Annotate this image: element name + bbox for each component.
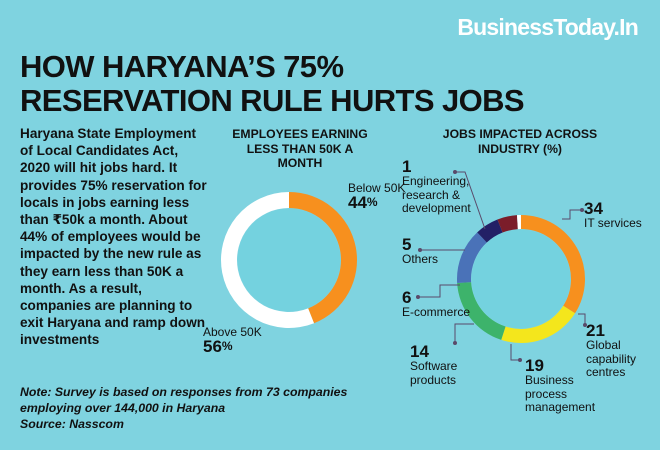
slice-label-gcc: 21 Global capability centres	[586, 322, 652, 380]
slice-label-software: 14 Software products	[410, 343, 470, 387]
slice-name-others: Others	[402, 252, 439, 266]
slice-label-above-50k-name: Above 50K	[203, 325, 262, 339]
chart-1-slice-above-50k	[220, 192, 315, 329]
leader-it-dot	[580, 208, 584, 212]
slice-value-above-50k-number: 56	[203, 336, 222, 356]
slice-name-bpm: Business process management	[525, 373, 596, 414]
leader-gcc-dot	[583, 323, 587, 327]
leader-bpm-dot	[518, 358, 522, 362]
slice-name-gcc: Global capability centres	[586, 338, 637, 379]
leader-software	[454, 323, 474, 343]
title-line-2: RESERVATION RULE HURTS JOBS	[20, 83, 525, 118]
slice-value-above-50k-suffix: %	[221, 338, 233, 353]
chart-2-slice-business-process-management	[457, 282, 506, 340]
title-line-1: HOW HARYANA’S 75%	[20, 49, 344, 84]
slice-name-ecommerce: E-commerce	[402, 305, 471, 319]
slice-value-bpm: 19	[525, 356, 544, 375]
chart-1-title: EMPLOYEES EARNING LESS THAN 50K A MONTH	[232, 127, 368, 170]
leader-others-dot	[418, 248, 422, 252]
leader-engineering-dot	[453, 170, 457, 174]
slice-value-engineering: 1	[402, 157, 412, 176]
slice-label-ecommerce: 6 E-commerce	[402, 289, 470, 320]
page-title: HOW HARYANA’S 75% RESERVATION RULE HURTS…	[20, 50, 640, 118]
slice-name-it: IT services	[584, 216, 642, 230]
footnote-line-1: Note: Survey is based on responses from …	[20, 385, 348, 399]
chart-1-slice-below-50k	[289, 192, 357, 324]
slice-value-below-50k: 44%	[348, 192, 405, 212]
slice-value-below-50k-number: 44	[348, 192, 367, 212]
leader-gcc	[578, 313, 586, 325]
slice-name-engineering: Engineering, research & development	[402, 174, 471, 215]
footnote-line-2: employing over 144,000 in Haryana	[20, 401, 226, 415]
slice-label-above-50k: Above 50K 56%	[203, 325, 262, 356]
slice-label-engineering: 1 Engineering, research & development	[402, 158, 476, 216]
leader-it	[562, 209, 582, 220]
slice-value-it: 34	[584, 199, 603, 218]
leader-ecommerce	[418, 284, 460, 298]
slice-name-software: Software products	[410, 359, 458, 387]
leader-bpm	[510, 344, 520, 361]
brand-logo: BusinessToday.In	[457, 14, 638, 40]
chart-2-center	[471, 229, 571, 329]
chart-2-slice-others	[497, 215, 518, 233]
footnote-line-source: Source: Nasscom	[20, 417, 124, 431]
slice-label-below-50k-name: Below 50K	[348, 181, 406, 195]
slice-value-below-50k-suffix: %	[366, 194, 378, 209]
slice-value-software: 14	[410, 342, 429, 361]
chart-2-slice-global-capability-centres	[501, 305, 576, 343]
slice-label-below-50k: Below 50K 44%	[348, 181, 406, 212]
leader-engineering	[455, 171, 486, 230]
slice-value-others: 5	[402, 235, 412, 254]
chart-2-title: JOBS IMPACTED ACROSS INDUSTRY (%)	[442, 127, 598, 156]
chart-2-slice-software-products	[457, 232, 487, 284]
chart-2-slice-engineering-research-development	[516, 215, 521, 230]
slice-label-bpm: 19 Business process management	[525, 357, 595, 415]
footnote: Note: Survey is based on responses from …	[20, 384, 400, 432]
leader-software-dot	[453, 341, 457, 345]
intro-text: Haryana State Employment of Local Candid…	[20, 126, 207, 348]
slice-label-it: 34 IT services	[584, 200, 654, 231]
chart-2-slice-it-services	[521, 215, 585, 314]
slice-value-ecommerce: 6	[402, 288, 412, 307]
chart-2-slice-e-commerce	[477, 219, 503, 243]
slice-value-gcc: 21	[586, 321, 605, 340]
slice-label-others: 5 Others	[402, 236, 438, 267]
chart-1-center	[237, 208, 341, 312]
slice-value-above-50k: 56%	[203, 336, 262, 356]
leader-ecommerce-dot	[416, 295, 420, 299]
